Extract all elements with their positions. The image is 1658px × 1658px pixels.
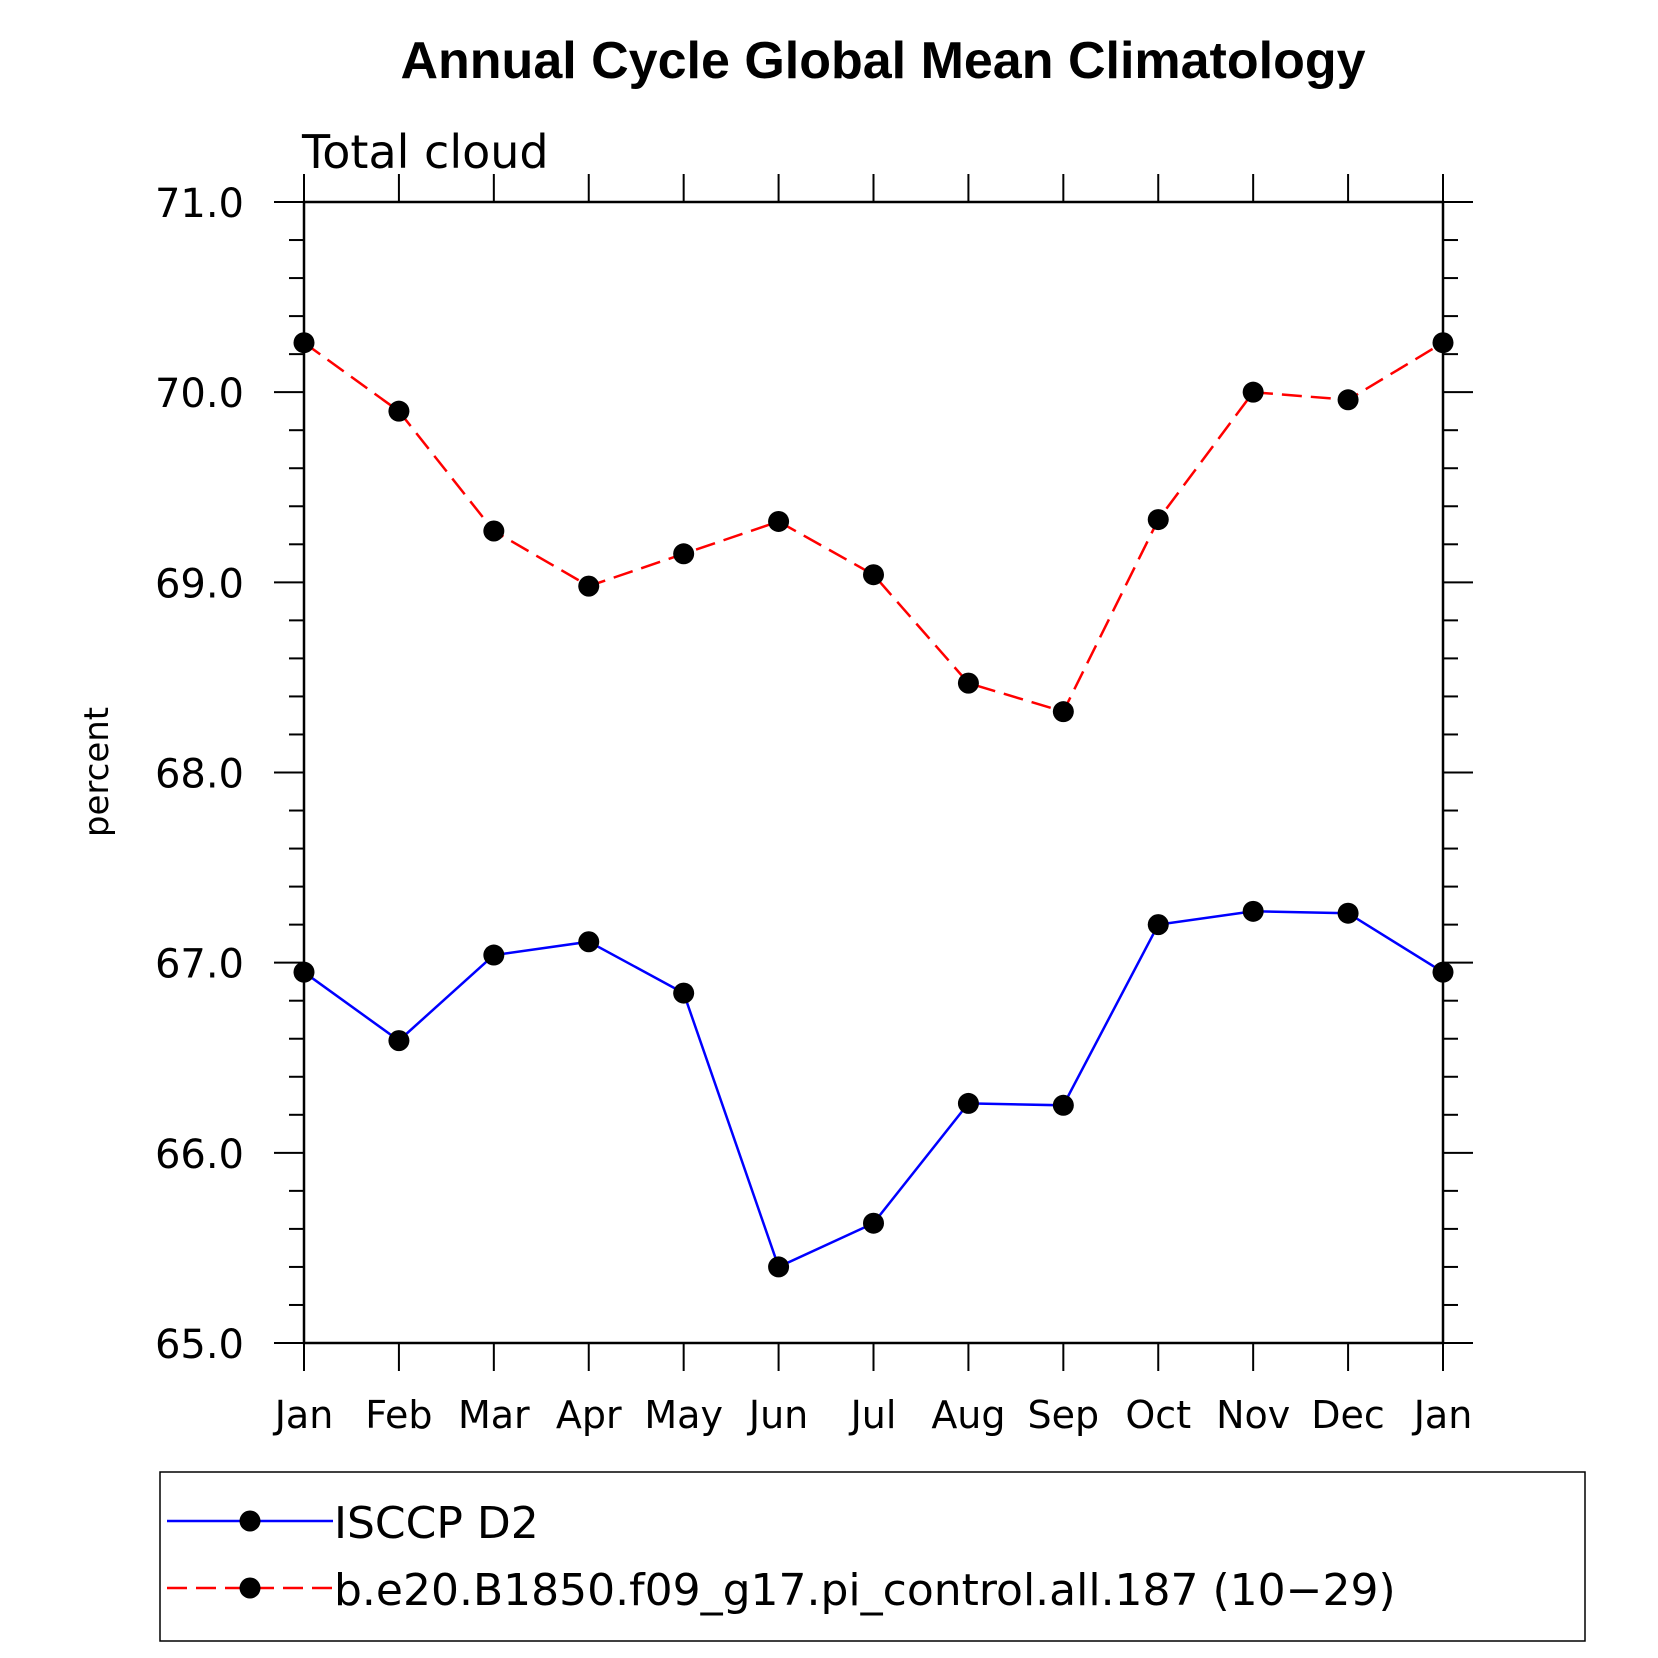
data-point	[388, 400, 410, 422]
x-tick-label: Apr	[556, 1393, 622, 1437]
legend-marker	[239, 1510, 261, 1532]
data-point	[1052, 1094, 1074, 1116]
x-tick-label: Sep	[1028, 1393, 1100, 1437]
data-point	[768, 510, 790, 532]
chart-title: Annual Cycle Global Mean Climatology	[400, 32, 1365, 90]
x-tick-label: Dec	[1311, 1393, 1385, 1437]
data-point	[957, 672, 979, 694]
y-axis-label: percent	[77, 707, 117, 837]
data-point	[768, 1256, 790, 1278]
series-line-2	[303, 341, 1444, 714]
data-point	[1147, 509, 1169, 531]
data-point	[293, 332, 315, 354]
series-layer	[293, 332, 1454, 1278]
data-point	[1242, 900, 1264, 922]
y-tick-label: 70.0	[155, 371, 244, 417]
data-point	[1052, 701, 1074, 723]
data-point	[1432, 332, 1454, 354]
data-point	[293, 961, 315, 983]
x-tick-label: Jan	[1412, 1393, 1473, 1437]
plot-frame	[302, 200, 1445, 1345]
data-point	[673, 982, 695, 1004]
data-point	[1432, 961, 1454, 983]
data-point	[1337, 902, 1359, 924]
data-point	[863, 564, 884, 586]
data-point	[1337, 389, 1359, 411]
data-point	[1242, 381, 1264, 403]
data-point	[578, 931, 600, 953]
y-tick-label: 65.0	[155, 1322, 244, 1368]
y-tick-label: 69.0	[155, 561, 244, 607]
x-tick-label: Nov	[1216, 1393, 1290, 1437]
y-tick-label: 68.0	[155, 752, 244, 798]
chart-subtitle: Total cloud	[301, 125, 549, 179]
data-point	[863, 1212, 884, 1234]
data-point	[483, 944, 505, 966]
axes: 65.0 66.0 67.0 68.0 69.0 70.0 71.0 Jan Feb Mar Apr…	[155, 174, 1473, 1437]
data-point	[957, 1092, 979, 1114]
legend-label: b.e20.B1850.f09_g17.pi_control.all.187 (…	[334, 1565, 1396, 1616]
data-point	[673, 543, 695, 565]
data-point	[483, 520, 505, 542]
x-tick-label: Mar	[458, 1393, 530, 1437]
legend-box	[159, 1471, 1586, 1642]
legend-label: ISCCP D2	[334, 1498, 539, 1549]
data-point	[578, 575, 600, 597]
legend-marker	[239, 1577, 261, 1599]
x-tick-label: Feb	[365, 1393, 432, 1437]
y-tick-label: 66.0	[155, 1132, 244, 1178]
x-tick-label: Jul	[849, 1393, 897, 1437]
x-tick-label: Oct	[1125, 1393, 1191, 1437]
y-tick-label: 71.0	[155, 181, 244, 227]
x-tick-label: May	[644, 1393, 723, 1437]
legend: ISCCP D2 b.e20.B1850.f09_g17.pi_control.a…	[159, 1471, 1586, 1642]
data-point	[1147, 914, 1169, 936]
x-tick-label: Aug	[931, 1393, 1005, 1437]
data-point	[388, 1030, 410, 1052]
y-tick-label: 67.0	[155, 942, 244, 988]
x-tick-label: Jun	[747, 1393, 808, 1437]
x-tick-label: Jan	[273, 1393, 334, 1437]
